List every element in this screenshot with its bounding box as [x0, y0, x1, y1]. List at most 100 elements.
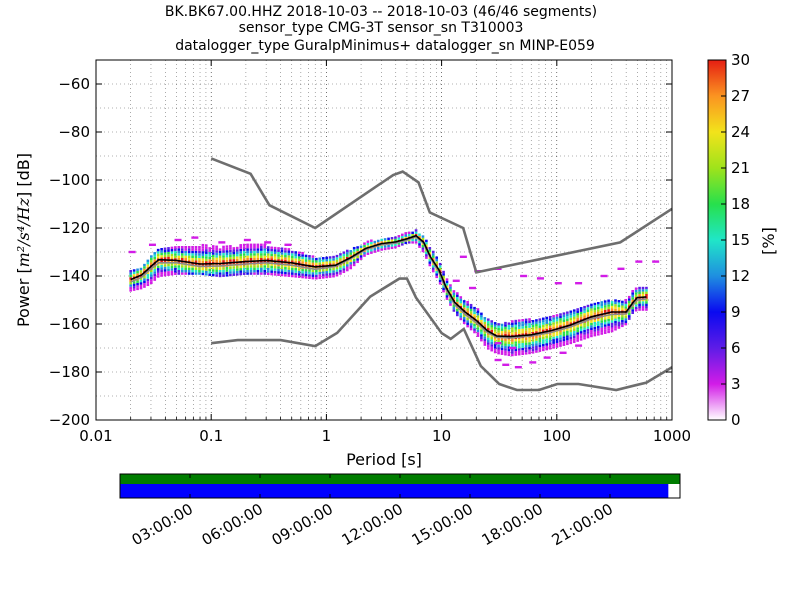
pdf-cell [504, 350, 507, 354]
pdf-cell [407, 241, 411, 244]
pdf-cell [136, 273, 139, 276]
pdf-cell [363, 244, 366, 248]
pdf-cell [486, 323, 490, 326]
pdf-cell [163, 254, 167, 258]
pdf-outlier-cell [174, 238, 182, 242]
pdf-cell [208, 273, 212, 276]
pdf-cell [566, 342, 569, 346]
pdf-cell [524, 342, 528, 346]
pdf-cell [535, 326, 538, 329]
y-tick-label: −140 [49, 267, 90, 285]
pdf-cell [205, 263, 208, 266]
pdf-cell [397, 235, 401, 238]
pdf-cell [146, 278, 150, 282]
pdf-cell [438, 277, 442, 280]
pdf-cell [548, 320, 552, 324]
pdf-cell [260, 248, 263, 251]
pdf-cell [411, 231, 414, 234]
pdf-cell [473, 330, 476, 334]
pdf-cell [205, 256, 208, 259]
pdf-cell [139, 270, 143, 273]
pdf-cell [559, 313, 562, 316]
pdf-cell [404, 241, 408, 245]
pdf-cell [174, 258, 177, 261]
pdf-cell [456, 292, 459, 295]
pdf-cell [411, 241, 414, 244]
pdf-cell [569, 315, 573, 318]
pdf-cell [579, 338, 583, 341]
pdf-cell [431, 267, 435, 270]
pdf-cell [146, 281, 150, 284]
pdf-cell [617, 307, 621, 310]
pdf-cell [366, 240, 370, 243]
pdf-cell [511, 341, 514, 345]
pdf-cell [634, 306, 638, 310]
pdf-cell [569, 312, 573, 316]
pdf-cell [545, 319, 549, 322]
pdf-cell [376, 242, 380, 245]
pdf-cell [290, 272, 294, 275]
pdf-cell [459, 303, 463, 306]
pdf-cell [507, 353, 511, 357]
pdf-cell [160, 264, 163, 268]
pdf-outlier-cell [264, 241, 272, 244]
pdf-cell [603, 309, 607, 313]
pdf-cell [308, 276, 311, 280]
pdf-cell [638, 303, 641, 306]
y-tick-label: −60 [58, 75, 90, 93]
pdf-cell [511, 339, 514, 342]
pdf-cell [235, 246, 239, 250]
coverage-bars [120, 474, 680, 498]
pdf-cell [497, 339, 500, 343]
pdf-cell [559, 322, 562, 326]
pdf-outlier-cell [575, 344, 583, 347]
pdf-cell [235, 268, 239, 271]
pdf-cell [627, 303, 631, 306]
pdf-cell [308, 274, 311, 277]
pdf-cell [294, 275, 298, 278]
pdf-cell [239, 253, 243, 257]
pdf-cell [469, 308, 473, 312]
pdf-cell [270, 246, 273, 249]
pdf-cell [191, 258, 194, 261]
pdf-cell [566, 335, 569, 338]
pdf-cell [579, 333, 583, 336]
pdf-cell [603, 324, 607, 327]
pdf-cell [576, 308, 579, 311]
pdf-cell [390, 246, 394, 250]
pdf-cell [297, 275, 301, 278]
pdf-cell [280, 261, 284, 265]
pdf-cell [156, 275, 160, 278]
pdf-cell [277, 259, 280, 262]
pdf-cell [170, 265, 174, 269]
pdf-cell [342, 268, 346, 271]
pdf-cell [493, 324, 497, 327]
pdf-cell [191, 262, 194, 266]
pdf-cell [222, 257, 225, 261]
pdf-cell [586, 331, 590, 334]
pdf-cell [160, 274, 163, 277]
colorbar-tick-label: 12 [731, 267, 750, 285]
pdf-cell [517, 321, 521, 325]
pdf-cell [194, 272, 198, 275]
pdf-cell [184, 265, 187, 268]
pdf-cell [266, 246, 270, 249]
pdf-cell [445, 283, 449, 286]
pdf-cell [486, 347, 490, 350]
pdf-cell [524, 330, 528, 334]
pdf-cell [218, 267, 222, 270]
pdf-cell [394, 246, 397, 249]
pdf-cell [631, 309, 634, 312]
pdf-cell [493, 346, 497, 349]
pdf-cell [607, 309, 610, 312]
pdf-cell [617, 326, 621, 329]
pdf-cell [332, 270, 335, 273]
pdf-cell [507, 341, 511, 345]
pdf-cell [562, 326, 566, 330]
pdf-cell [401, 233, 404, 236]
pdf-cell [562, 314, 566, 318]
pdf-cell [421, 237, 425, 241]
pdf-cell [290, 255, 294, 259]
pdf-cell [583, 305, 586, 309]
pdf-cell [205, 273, 208, 276]
